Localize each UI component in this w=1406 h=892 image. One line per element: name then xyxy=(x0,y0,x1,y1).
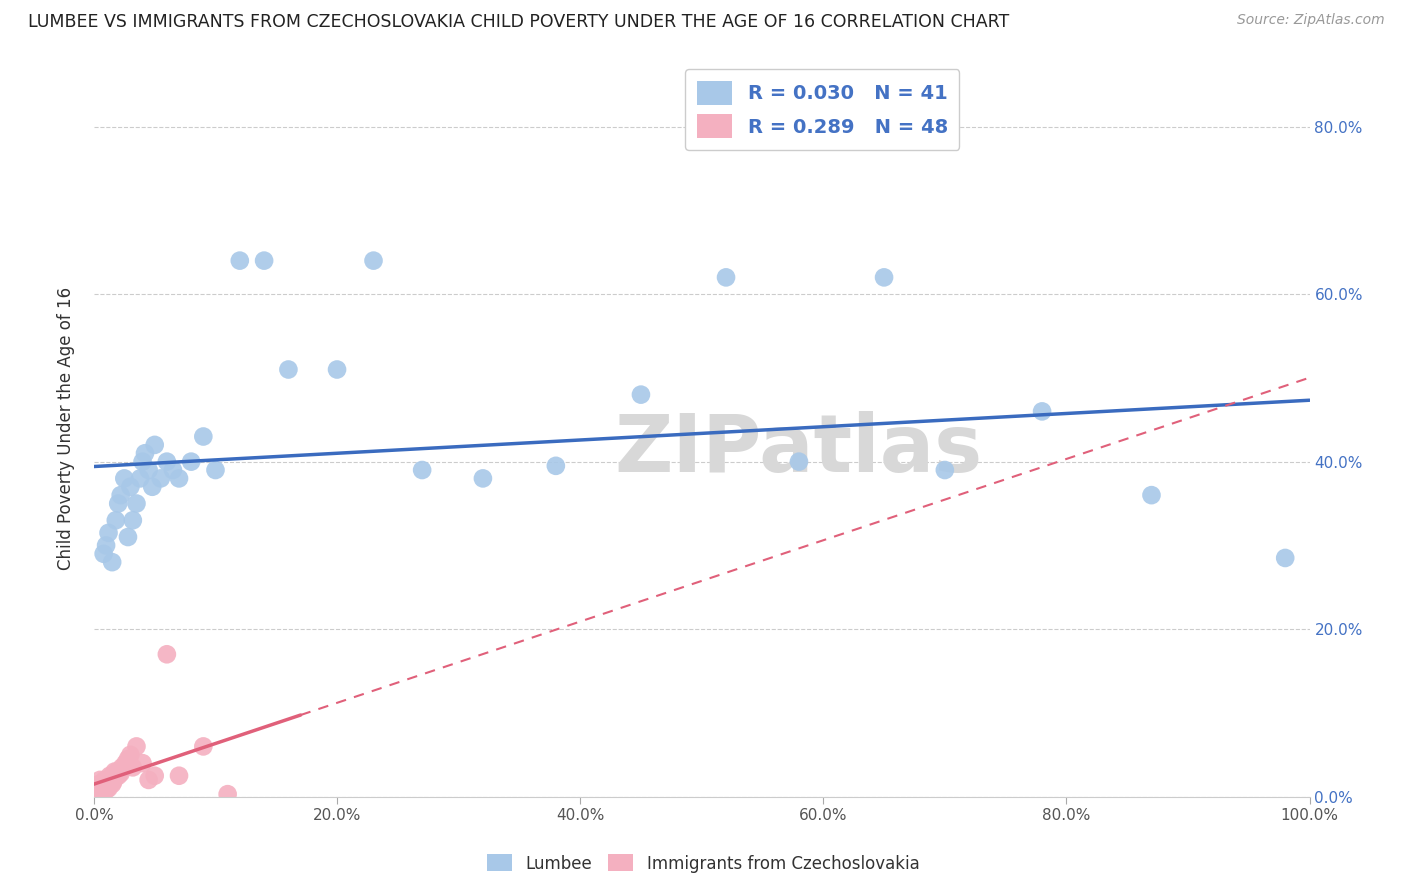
Point xyxy=(94,772,117,787)
Point xyxy=(167,769,190,783)
Point xyxy=(104,769,127,783)
Point xyxy=(104,764,127,779)
Point xyxy=(111,760,134,774)
Point xyxy=(93,781,115,796)
Point xyxy=(162,463,184,477)
Point xyxy=(94,783,117,797)
Point xyxy=(120,480,142,494)
Point xyxy=(253,253,276,268)
Point xyxy=(97,774,120,789)
Point xyxy=(138,772,160,787)
Point xyxy=(101,555,124,569)
Point xyxy=(630,387,652,401)
Point xyxy=(873,270,896,285)
Point xyxy=(101,769,124,783)
Point xyxy=(107,769,129,783)
Point xyxy=(193,739,215,754)
Y-axis label: Child Poverty Under the Age of 16: Child Poverty Under the Age of 16 xyxy=(58,286,75,570)
Point xyxy=(787,455,810,469)
Point xyxy=(934,463,956,477)
Point xyxy=(143,438,166,452)
Point xyxy=(89,772,111,787)
Point xyxy=(326,362,349,376)
Point xyxy=(138,463,160,477)
Point xyxy=(89,781,111,796)
Point xyxy=(94,538,117,552)
Point xyxy=(121,513,143,527)
Point xyxy=(120,747,142,762)
Point xyxy=(363,253,385,268)
Point xyxy=(125,739,148,754)
Text: Source: ZipAtlas.com: Source: ZipAtlas.com xyxy=(1237,13,1385,28)
Point xyxy=(411,463,433,477)
Point xyxy=(100,774,122,789)
Point xyxy=(101,777,124,791)
Text: LUMBEE VS IMMIGRANTS FROM CZECHOSLOVAKIA CHILD POVERTY UNDER THE AGE OF 16 CORRE: LUMBEE VS IMMIGRANTS FROM CZECHOSLOVAKIA… xyxy=(28,13,1010,31)
Point xyxy=(107,496,129,510)
Point xyxy=(98,769,121,783)
Point xyxy=(180,455,202,469)
Point xyxy=(91,780,114,794)
Point xyxy=(104,771,127,785)
Legend: R = 0.030   N = 41, R = 0.289   N = 48: R = 0.030 N = 41, R = 0.289 N = 48 xyxy=(685,70,959,150)
Point xyxy=(98,777,121,791)
Point xyxy=(93,774,115,789)
Point xyxy=(110,488,132,502)
Point xyxy=(193,429,215,443)
Point xyxy=(544,458,567,473)
Point xyxy=(134,446,156,460)
Point xyxy=(129,471,152,485)
Point xyxy=(97,525,120,540)
Point xyxy=(112,471,135,485)
Point xyxy=(1031,404,1053,418)
Point xyxy=(90,783,112,797)
Point xyxy=(121,760,143,774)
Legend: Lumbee, Immigrants from Czechoslovakia: Lumbee, Immigrants from Czechoslovakia xyxy=(479,847,927,880)
Point xyxy=(141,480,163,494)
Point xyxy=(96,781,118,796)
Point xyxy=(117,752,139,766)
Point xyxy=(112,760,135,774)
Point xyxy=(91,785,114,799)
Point xyxy=(167,471,190,485)
Point xyxy=(125,496,148,510)
Point xyxy=(90,777,112,791)
Point xyxy=(104,513,127,527)
Point xyxy=(108,764,131,779)
Point xyxy=(1274,551,1296,566)
Point xyxy=(97,781,120,796)
Point xyxy=(131,756,153,771)
Point xyxy=(86,785,108,799)
Point xyxy=(110,766,132,780)
Point xyxy=(114,756,136,771)
Point xyxy=(149,471,172,485)
Point xyxy=(1140,488,1163,502)
Point xyxy=(87,785,110,799)
Point xyxy=(156,455,179,469)
Point xyxy=(229,253,252,268)
Point xyxy=(86,781,108,796)
Point xyxy=(105,764,128,779)
Point xyxy=(143,769,166,783)
Point xyxy=(93,547,115,561)
Point xyxy=(131,455,153,469)
Point xyxy=(94,780,117,794)
Point xyxy=(471,471,494,485)
Point xyxy=(115,757,138,772)
Text: ZIPatlas: ZIPatlas xyxy=(614,411,983,489)
Point xyxy=(156,648,179,662)
Point xyxy=(204,463,226,477)
Point xyxy=(117,530,139,544)
Point xyxy=(714,270,737,285)
Point xyxy=(217,787,239,801)
Point xyxy=(96,772,118,787)
Point xyxy=(94,777,117,791)
Point xyxy=(277,362,299,376)
Point xyxy=(87,777,110,791)
Point xyxy=(103,774,125,789)
